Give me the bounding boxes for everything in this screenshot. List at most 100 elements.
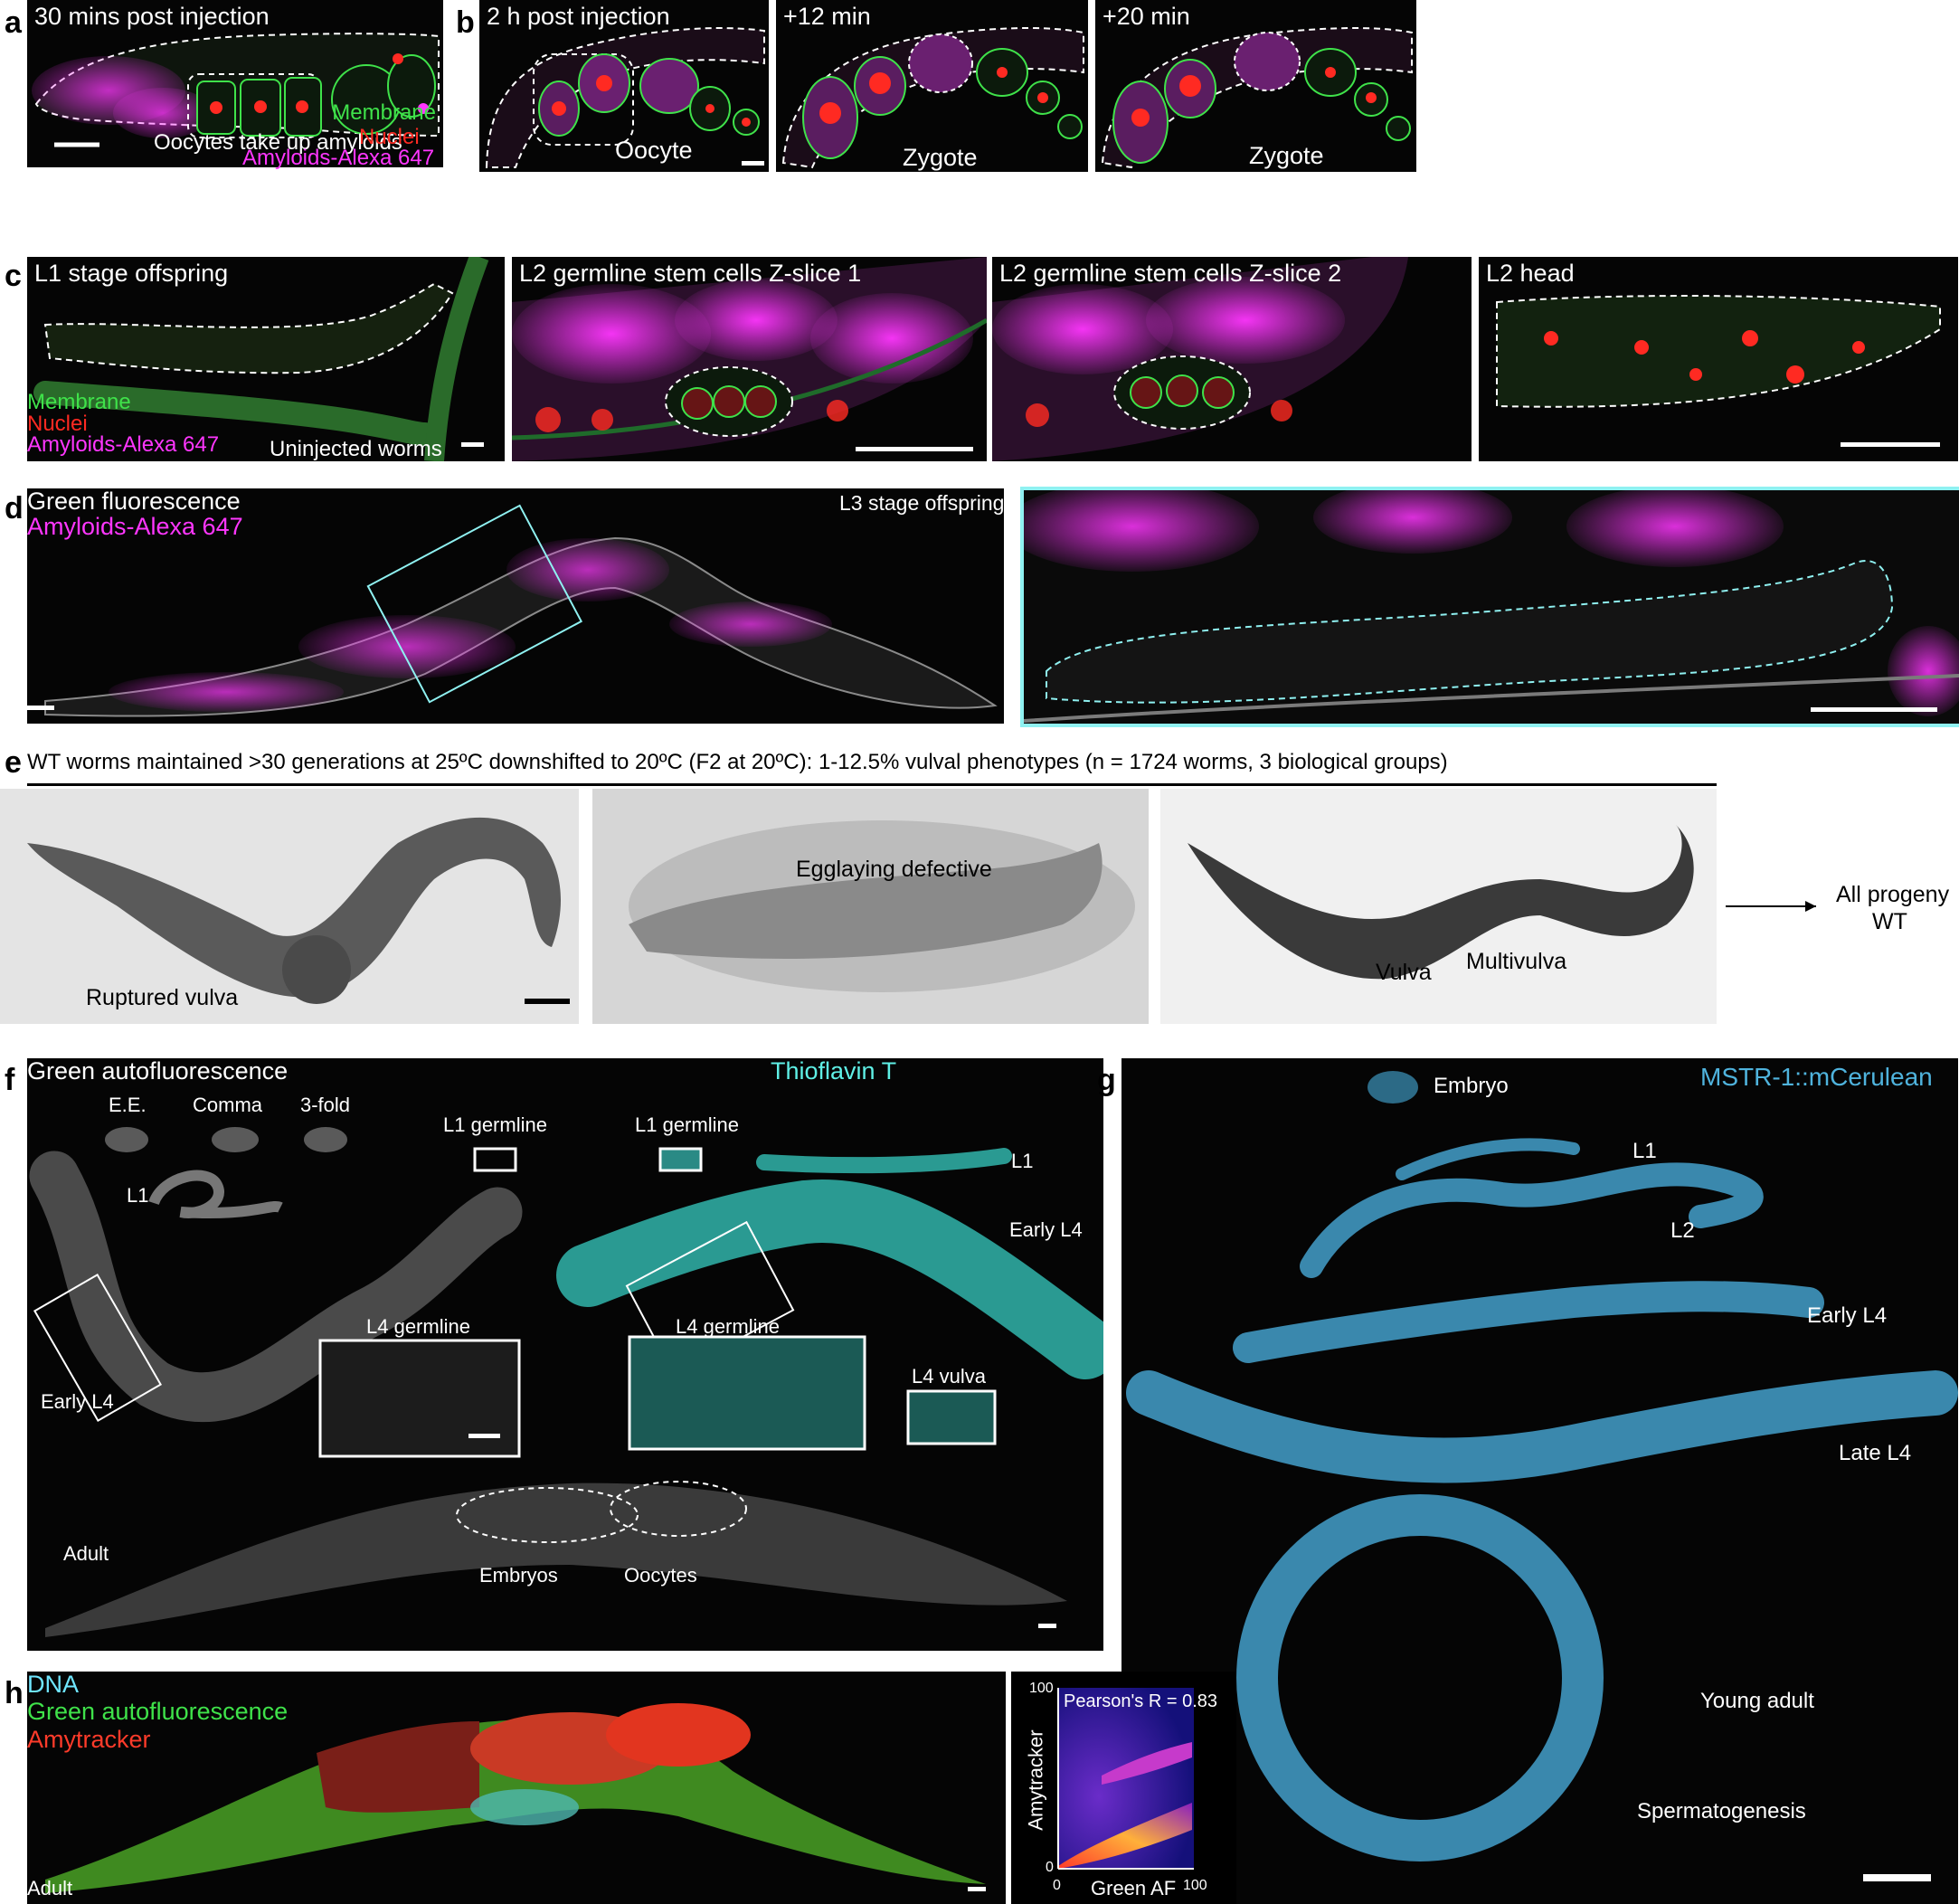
- plot-y-tick-0: 0: [1046, 1860, 1054, 1875]
- panel-b-frame-1: 2 h post injection Oocyte: [479, 0, 769, 172]
- panel-c-frame-3: L2 germline stem cells Z-slice 2: [992, 257, 1472, 461]
- panel-letter-f: f: [5, 1063, 15, 1097]
- panel-g-stage-l1: L1: [1632, 1139, 1657, 1163]
- panel-b-title-2: +12 min: [783, 3, 871, 30]
- panel-e-label-ruptured: Ruptured vulva: [86, 985, 239, 1010]
- panel-g-stage-late-l4: Late L4: [1839, 1441, 1912, 1465]
- panel-e-outcome-2: WT: [1872, 909, 1907, 934]
- panel-b-annotation-3: Zygote: [1249, 142, 1324, 169]
- panel-g-micrograph: [1126, 1071, 1958, 1881]
- panel-f-label-l1-germline-left: L1 germline: [443, 1113, 547, 1136]
- panel-c-micrograph-4: [1496, 295, 1941, 447]
- plot-x-tick-0: 0: [1053, 1878, 1061, 1893]
- panel-letter-a: a: [5, 5, 22, 40]
- panel-f-micrograph: [29, 1127, 1103, 1637]
- panel-c-title-3: L2 germline stem cells Z-slice 2: [999, 260, 1342, 287]
- panel-b-frame-3: +20 min Zygote: [1095, 0, 1416, 172]
- panel-c-frame-4: L2 head: [1479, 257, 1958, 461]
- panel-c-frame-1: L1 stage offspring Membrane Nuclei Amylo…: [27, 257, 505, 461]
- panel-e-micrograph-1: [0, 789, 579, 1024]
- panel-c-title-1: L1 stage offspring: [34, 260, 229, 287]
- panel-g-title: MSTR-1::mCerulean: [1700, 1063, 1933, 1091]
- panel-b-annotation-1: Oocyte: [615, 137, 693, 164]
- panel-e-micrograph-2: [592, 789, 1149, 1024]
- panel-letter-c: c: [5, 259, 22, 293]
- panel-c-title-4: L2 head: [1486, 260, 1575, 287]
- panel-d-inset: [1020, 487, 1959, 727]
- panel-f-title-right: Thioflavin T: [771, 1058, 897, 1085]
- panel-f-label-oocytes: Oocytes: [624, 1564, 697, 1587]
- panel-c-micrograph-3: [992, 257, 1408, 461]
- panel-letter-g: g: [1097, 1063, 1116, 1097]
- panel-c-title-2: L2 germline stem cells Z-slice 1: [519, 260, 862, 287]
- panel-a-title: 30 mins post injection: [34, 3, 270, 30]
- panel-b-micrograph-3: [1101, 27, 1413, 169]
- panel-letter-d: d: [5, 491, 24, 526]
- panel-f-label-early-l4-left: Early L4: [41, 1390, 114, 1413]
- panel-c-legend-amyloid: Amyloids-Alexa 647: [27, 432, 220, 457]
- panel-a-legend-nuclei: Nuclei: [359, 125, 420, 149]
- panel-e-arrow: [1726, 901, 1816, 912]
- panel-a-legend-amyloid: Amyloids-Alexa 647: [242, 146, 435, 170]
- panel-c-legend-membrane: Membrane: [27, 390, 131, 414]
- panel-a-annotation: Oocytes take up amyloids: [154, 130, 402, 155]
- panel-f-image: Green autofluorescence Thioflavin T E.E.…: [27, 1058, 1103, 1651]
- panel-f-stage-ee: E.E.: [109, 1094, 147, 1116]
- panel-f-label-l1-right: L1: [1011, 1150, 1034, 1172]
- panel-a-micrograph: [32, 33, 440, 147]
- plot-xlabel: Green AF: [1091, 1877, 1177, 1899]
- panel-c-annotation: Uninjected worms: [270, 437, 442, 461]
- panel-f-label-embryos: Embryos: [479, 1564, 558, 1587]
- panel-f-stage-3fold: 3-fold: [300, 1094, 351, 1116]
- panel-d-worm-image: Green fluorescence Amyloids-Alexa 647 L3…: [27, 488, 1004, 724]
- panel-e-micrograph-3: [1160, 789, 1717, 1024]
- panel-d-micrograph: [27, 504, 998, 717]
- panel-f-label-l4-germline-right: L4 germline: [676, 1315, 780, 1338]
- panel-f-label-adult: Adult: [63, 1542, 109, 1565]
- plot-annotation: Pearson's R = 0.83: [1064, 1691, 1218, 1711]
- panel-e-image-1: Ruptured vulva: [0, 789, 579, 1024]
- plot-ylabel: Amytracker: [1024, 1729, 1047, 1831]
- panel-d-inset-micrograph: [1024, 490, 1959, 724]
- panel-a-legend-membrane: Membrane: [332, 100, 436, 125]
- panel-f-label-l4-vulva: L4 vulva: [912, 1365, 986, 1388]
- panel-letter-h: h: [5, 1676, 24, 1710]
- panel-h-legend-dna: DNA: [27, 1672, 80, 1698]
- panel-h-legend-amytracker: Amytracker: [27, 1726, 151, 1753]
- plot-x-tick-100: 100: [1183, 1878, 1207, 1893]
- panel-c-micrograph-2: [512, 257, 987, 461]
- panel-f-title-left: Green autofluorescence: [27, 1058, 289, 1085]
- panel-b-micrograph-2: [781, 27, 1084, 169]
- panel-f-label-l1-germline-right: L1 germline: [635, 1113, 739, 1136]
- panel-h-micrograph: [45, 1703, 986, 1893]
- panel-g-stage-l2: L2: [1670, 1218, 1695, 1243]
- panel-b-annotation-2: Zygote: [903, 144, 978, 171]
- panel-g-stage-embryo: Embryo: [1434, 1074, 1509, 1098]
- panel-letter-b: b: [456, 5, 475, 40]
- panel-d-legend-amyloid: Amyloids-Alexa 647: [27, 513, 243, 540]
- panel-g-stage-spermatogenesis: Spermatogenesis: [1637, 1799, 1806, 1823]
- panel-e-caption-rule: [27, 783, 1717, 786]
- panel-h-density-plot: [1057, 1688, 1194, 1870]
- panel-h-legend-green: Green autofluorescence: [27, 1698, 289, 1725]
- panel-d-stage: L3 stage offspring: [839, 491, 1004, 515]
- panel-c-micrograph-1: [33, 257, 489, 461]
- plot-y-tick-100: 100: [1029, 1681, 1054, 1696]
- panel-b-title-1: 2 h post injection: [487, 3, 670, 30]
- panel-h-stage: Adult: [27, 1877, 73, 1899]
- panel-g-stage-young-adult: Young adult: [1700, 1689, 1814, 1713]
- panel-f-stage-comma: Comma: [193, 1094, 263, 1116]
- panel-letter-e: e: [5, 745, 22, 780]
- panel-g-image: MSTR-1::mCerulean Embryo L1 L2 Early L4 …: [1121, 1058, 1958, 1904]
- panel-e-image-3: Vulva Multivulva: [1160, 789, 1717, 1024]
- panel-b-micrograph-1: [485, 27, 765, 168]
- panel-e-label-egglaying: Egglaying defective: [796, 857, 992, 882]
- panel-b-title-3: +20 min: [1103, 3, 1190, 30]
- panel-c-legend-nuclei: Nuclei: [27, 412, 88, 436]
- panel-e-caption: WT worms maintained >30 generations at 2…: [27, 750, 1448, 774]
- panel-e-label-multivulva: Multivulva: [1466, 949, 1567, 974]
- panel-h-worm-panel: DNA Green autofluorescence Amytracker Ad…: [27, 1672, 1006, 1904]
- panel-e-outcome-1: All progeny: [1836, 882, 1950, 907]
- panel-b-frame-2: +12 min Zygote: [776, 0, 1088, 172]
- panel-e-label-vulva: Vulva: [1376, 960, 1432, 985]
